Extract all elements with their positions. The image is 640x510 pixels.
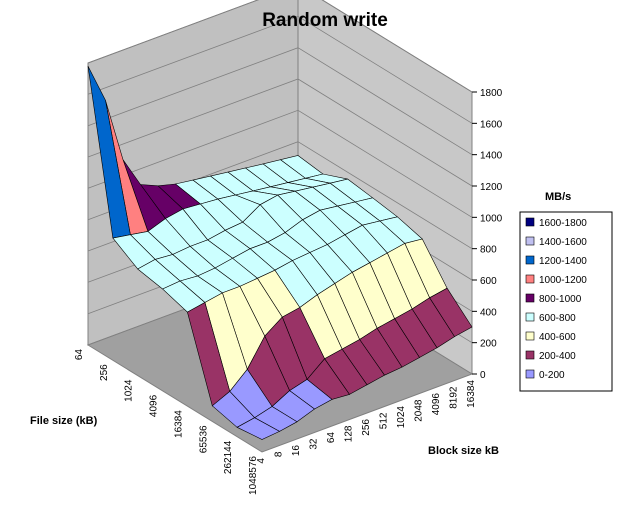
x-tick-label: 262144 <box>223 440 234 474</box>
x-tick-label: 64 <box>74 349 85 361</box>
y-tick-label: 64 <box>326 432 337 444</box>
z-tick-label: 1000 <box>480 213 503 224</box>
legend-label: 1400-1600 <box>539 237 587 248</box>
z-axis-title: MB/s <box>545 191 571 203</box>
legend-swatch <box>525 274 535 284</box>
legend-swatch <box>525 293 535 303</box>
z-tick-label: 600 <box>480 276 497 287</box>
legend-label: 400-600 <box>539 332 576 343</box>
legend-swatch <box>525 369 535 379</box>
y-tick-label: 8 <box>274 451 285 457</box>
y-tick-label: 256 <box>361 419 372 436</box>
legend-label: 1200-1400 <box>539 256 587 267</box>
legend-swatch <box>525 312 535 322</box>
legend-swatch <box>525 350 535 360</box>
z-tick-label: 1800 <box>480 88 503 99</box>
z-tick-label: 400 <box>480 307 497 318</box>
axis-ticks: 0 200 400 600 800 1000 1200 1400 1600 1800 64 256 10… <box>74 88 503 495</box>
x-tick-label: 1024 <box>124 379 135 402</box>
legend-swatch <box>525 331 535 341</box>
legend-label: 1000-1200 <box>539 275 587 286</box>
legend-label: 200-400 <box>539 351 576 362</box>
legend-swatch <box>525 217 535 227</box>
z-tick-label: 0 <box>480 370 486 381</box>
y-tick-label: 2048 <box>414 399 425 422</box>
z-tick-label: 1400 <box>480 151 503 162</box>
z-tick-label: 200 <box>480 339 497 350</box>
gridline <box>87 47 473 156</box>
legend-swatch <box>525 236 535 246</box>
y-tick-label: 1024 <box>396 406 407 429</box>
y-tick-label: 16384 <box>466 380 477 408</box>
y-tick-label: 8192 <box>449 386 460 409</box>
x-tick-label: 16384 <box>173 410 184 438</box>
legend-box <box>519 211 613 392</box>
legend-label: 800-1000 <box>539 294 582 305</box>
gridline <box>87 78 473 187</box>
gridline <box>87 15 473 124</box>
legend-label: 600-800 <box>539 313 576 324</box>
chart-surface <box>87 65 473 440</box>
surface-cell <box>236 417 281 440</box>
legend-swatch <box>525 255 535 265</box>
x-tick-label: 65536 <box>198 425 209 453</box>
y-tick-label: 128 <box>344 425 355 442</box>
chart-title: Random write <box>262 10 388 31</box>
x-tick-label: 256 <box>99 364 110 381</box>
y-axis-title: Block size kB <box>428 445 499 457</box>
z-tick-label: 1200 <box>480 182 503 193</box>
x-axis-title: File size (kB) <box>30 415 98 427</box>
legend-label: 1600-1800 <box>539 218 587 229</box>
chart-legend: 1600-1800 1400-1600 1200-1400 1000-1200 800-… <box>519 211 613 392</box>
y-tick-label: 512 <box>379 412 390 429</box>
gridline <box>87 109 473 218</box>
x-tick-label: 4096 <box>149 394 160 417</box>
y-tick-label: 4096 <box>431 393 442 416</box>
legend-label: 0-200 <box>539 370 565 381</box>
x-tick-label: 1048576 <box>248 456 259 495</box>
z-tick-label: 800 <box>480 245 497 256</box>
y-tick-label: 32 <box>309 438 320 450</box>
gridline <box>87 0 473 93</box>
y-tick-label: 4 <box>256 458 267 464</box>
z-tick-label: 1600 <box>480 119 503 130</box>
y-tick-label: 16 <box>291 445 302 457</box>
